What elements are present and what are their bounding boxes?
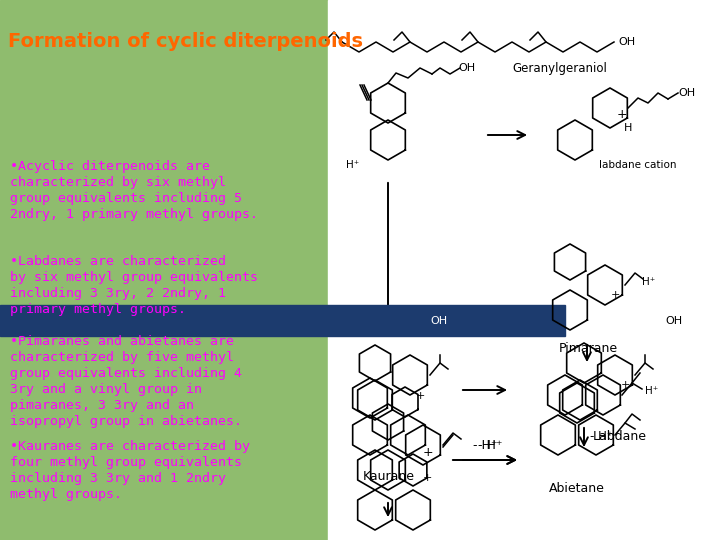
Text: •Kauranes are characterized by
four methyl group equivalents
including 3 3ry and: •Kauranes are characterized by four meth…: [10, 440, 250, 501]
Text: •Labdanes are characterized
by six methyl group equivalents
including 3 3ry, 2 2: •Labdanes are characterized by six methy…: [10, 255, 258, 316]
Text: - H⁺: - H⁺: [478, 439, 503, 452]
Text: +: +: [621, 380, 630, 390]
Text: H⁺: H⁺: [645, 386, 658, 396]
Bar: [0, 305, 565, 336]
Text: +: +: [617, 109, 627, 122]
Text: - H⁺: - H⁺: [473, 439, 498, 452]
Text: Abietane: Abietane: [549, 482, 605, 495]
Text: +: +: [415, 391, 425, 401]
Text: Pimarane: Pimarane: [559, 342, 618, 355]
Text: labdane cation: labdane cation: [599, 160, 677, 170]
Text: Kaurane: Kaurane: [363, 470, 415, 483]
Bar: [328, 0, 720, 540]
Text: OH: OH: [678, 88, 695, 98]
Text: H⁺: H⁺: [642, 277, 655, 287]
Text: +: +: [423, 473, 432, 483]
Bar: [0, 0, 328, 540]
Text: OH: OH: [458, 63, 475, 73]
Text: - H⁺: - H⁺: [590, 430, 613, 443]
Text: OH: OH: [430, 316, 447, 326]
Text: Geranylgeraniol: Geranylgeraniol: [513, 62, 608, 75]
Text: Labdane: Labdane: [593, 430, 647, 443]
Text: +: +: [423, 446, 433, 458]
Text: •Acyclic diterpenoids are
characterized by six methyl
group equivalents includin: •Acyclic diterpenoids are characterized …: [10, 160, 258, 221]
Text: H: H: [624, 123, 632, 133]
Text: Formation of cyclic diterpenoids: Formation of cyclic diterpenoids: [8, 32, 363, 51]
Text: OH: OH: [618, 37, 635, 47]
Text: •Pimaranes and abietanes are
characterized by five methyl
group equivalents incl: •Pimaranes and abietanes are characteriz…: [10, 335, 242, 428]
Text: OH: OH: [665, 316, 682, 326]
Text: H⁺: H⁺: [346, 160, 359, 170]
Text: +: +: [611, 290, 620, 300]
